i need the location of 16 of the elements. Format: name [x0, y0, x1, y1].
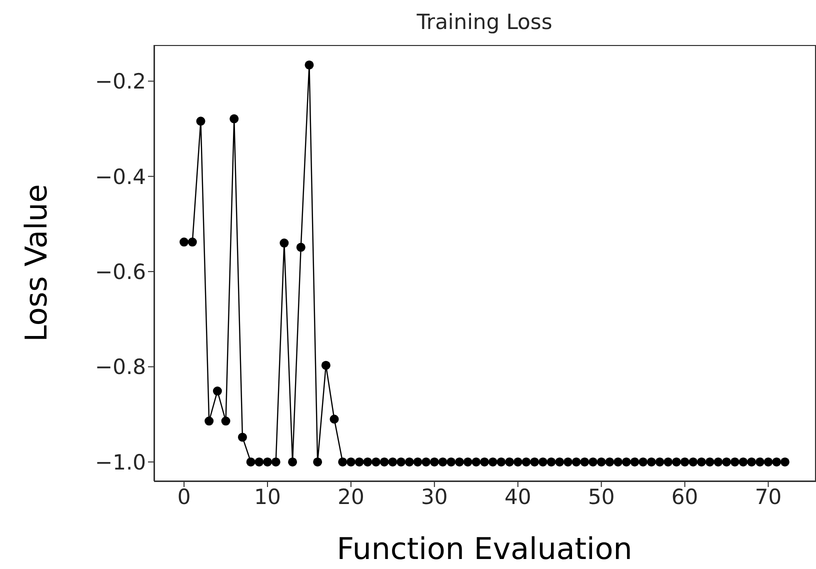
y-tick-label: −0.6 — [95, 260, 146, 284]
x-axis-title: Function Evaluation — [336, 532, 632, 567]
y-tick-label: −0.8 — [95, 355, 146, 380]
y-axis-title: Loss Value — [20, 184, 55, 342]
x-tick-label: 50 — [588, 484, 615, 509]
x-tick-label: 30 — [421, 484, 448, 509]
y-tick-label: −0.2 — [95, 70, 146, 94]
x-tick-label: 10 — [254, 484, 281, 509]
x-tick-label: 40 — [504, 484, 532, 509]
y-tick-label: −1.0 — [95, 450, 146, 474]
x-tick-label: 0 — [177, 484, 191, 509]
x-tick-label: 20 — [338, 484, 364, 509]
x-tick-label: 60 — [671, 484, 698, 509]
chart-title: Training Loss — [416, 10, 554, 34]
x-tick-label: 70 — [754, 484, 782, 509]
y-tick-label: −0.4 — [95, 164, 146, 189]
